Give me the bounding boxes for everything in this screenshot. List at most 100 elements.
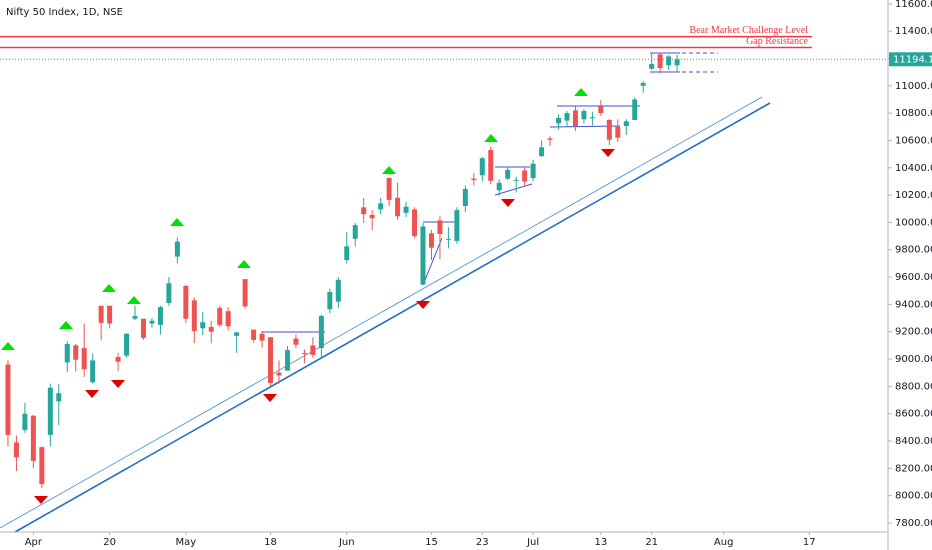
- x-tick-label: 13: [594, 537, 607, 548]
- down-marker: [601, 149, 615, 157]
- up-marker: [382, 166, 396, 174]
- candle-body: [242, 279, 248, 307]
- candle-body: [47, 387, 53, 435]
- down-marker: [111, 380, 125, 388]
- candle-body: [22, 413, 28, 431]
- candle-body: [674, 59, 680, 66]
- trend-line: [14, 102, 771, 533]
- candle-body: [344, 246, 350, 260]
- level-label: Gap Resistance: [746, 36, 808, 47]
- up-marker: [484, 134, 498, 142]
- y-tick-label: 8600.00: [895, 409, 932, 420]
- down-marker: [263, 394, 277, 402]
- candle-body: [225, 311, 231, 327]
- candle-body: [98, 305, 104, 323]
- trend-line: [0, 96, 763, 529]
- y-tick-label: 10200.00: [895, 190, 932, 201]
- y-tick-label: 9800.00: [895, 245, 932, 256]
- candle-body: [73, 345, 79, 360]
- candle-body: [369, 214, 375, 219]
- x-tick-label: 20: [103, 537, 116, 548]
- pattern-line: [494, 183, 533, 196]
- candle-body: [268, 337, 274, 383]
- candle-body: [361, 207, 367, 215]
- x-tick-label: 17: [803, 537, 816, 548]
- candle-body: [437, 220, 443, 235]
- y-tick-label: 11400.00: [895, 26, 932, 37]
- candle-body: [149, 320, 155, 324]
- down-marker: [34, 496, 48, 504]
- candle-body: [191, 300, 197, 332]
- candle-body: [64, 344, 70, 363]
- candle-body: [522, 170, 528, 182]
- candle-body: [386, 178, 392, 200]
- candle-body: [547, 138, 553, 140]
- y-tick-label: 9600.00: [895, 272, 932, 283]
- candle-body: [556, 117, 562, 124]
- candle-body: [539, 147, 545, 157]
- candle-body: [39, 447, 45, 485]
- candle-body: [589, 117, 595, 119]
- candle-body: [251, 329, 257, 340]
- candle-body: [428, 233, 434, 248]
- candle-body: [352, 225, 358, 239]
- y-tick-label: 10800.00: [895, 108, 932, 119]
- up-marker: [1, 342, 15, 350]
- candle-body: [200, 322, 206, 329]
- x-tick-label: 23: [476, 537, 489, 548]
- candle-body: [183, 285, 189, 319]
- candle-body: [572, 110, 578, 127]
- candle-body: [471, 178, 477, 181]
- x-tick-label: Aug: [714, 537, 734, 548]
- candle-body: [30, 415, 36, 461]
- candle-body: [13, 442, 19, 458]
- pattern-line: [422, 237, 443, 286]
- candle-body: [293, 338, 299, 345]
- y-tick-label: 9000.00: [895, 354, 932, 365]
- signal-markers: [1, 88, 615, 504]
- candle-body: [276, 372, 282, 376]
- y-tick-label: 10400.00: [895, 163, 932, 174]
- up-marker: [102, 284, 116, 292]
- candle-body: [318, 316, 324, 349]
- candle-body: [140, 318, 146, 338]
- down-marker: [416, 301, 430, 309]
- up-marker: [237, 260, 251, 268]
- candle-body: [115, 356, 121, 362]
- y-tick-label: 7800.00: [895, 518, 932, 529]
- candle-body: [623, 121, 629, 127]
- candle-body: [488, 150, 494, 181]
- candle-body: [657, 54, 663, 69]
- candle-body: [327, 292, 333, 310]
- candle-body: [81, 348, 87, 370]
- candle-body: [513, 179, 519, 181]
- y-tick-label: 8200.00: [895, 463, 932, 474]
- candle-body: [581, 111, 587, 120]
- candle-body: [496, 182, 502, 191]
- candle-body: [208, 326, 214, 332]
- candle-body: [107, 305, 113, 324]
- x-tick-label: 15: [425, 537, 438, 548]
- candle-body: [564, 113, 570, 121]
- candle-body: [598, 106, 604, 114]
- down-marker: [501, 199, 515, 207]
- candle-body: [666, 56, 672, 66]
- candle-body: [479, 158, 485, 176]
- y-tick-label: 8000.00: [895, 491, 932, 502]
- candle-body: [56, 393, 62, 402]
- candle-body: [301, 352, 307, 354]
- y-tick-label: 10600.00: [895, 135, 932, 146]
- candle-body: [445, 238, 451, 240]
- candle-body: [420, 226, 426, 285]
- candle-body: [412, 209, 418, 237]
- y-tick-label: 9200.00: [895, 327, 932, 338]
- candle-body: [606, 119, 612, 140]
- candle-body: [615, 126, 621, 138]
- candle-body: [403, 206, 409, 213]
- candle-body: [132, 316, 138, 319]
- y-tick-label: 11000.00: [895, 81, 932, 92]
- y-tick-label: 11600.00: [895, 0, 932, 10]
- chart-title: Nifty 50 Index, 1D, NSE: [6, 7, 123, 18]
- candle-body: [632, 99, 638, 120]
- candle-body: [90, 360, 96, 383]
